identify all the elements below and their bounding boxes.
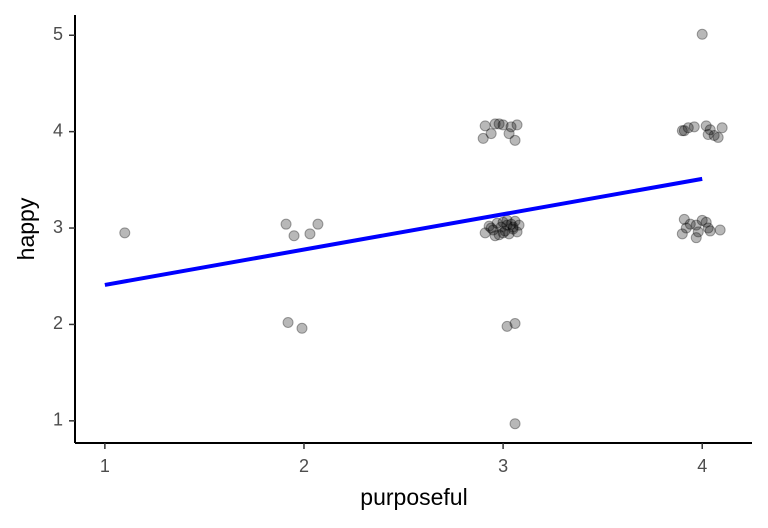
point — [716, 122, 728, 134]
point — [503, 228, 515, 240]
point — [684, 218, 696, 230]
y-tick-label: 4 — [53, 120, 63, 140]
point — [509, 317, 521, 329]
x-tick-label: 4 — [697, 456, 707, 476]
point — [483, 220, 495, 232]
point — [493, 118, 505, 130]
point — [505, 218, 517, 230]
point — [678, 125, 690, 137]
point — [690, 232, 702, 244]
point — [497, 119, 509, 131]
point — [505, 121, 517, 133]
point — [282, 317, 294, 329]
y-tick-label: 1 — [53, 410, 63, 430]
point — [489, 118, 501, 130]
point — [511, 226, 523, 238]
point — [499, 225, 511, 237]
point — [491, 217, 503, 229]
y-axis-title: happy — [13, 197, 39, 260]
point — [312, 218, 324, 230]
y-tick-label: 2 — [53, 313, 63, 333]
point — [509, 134, 521, 146]
point — [688, 121, 700, 133]
point — [507, 223, 519, 235]
point — [692, 226, 704, 238]
x-tick-label: 1 — [100, 456, 110, 476]
point — [712, 131, 724, 143]
point — [485, 128, 497, 140]
point — [479, 120, 491, 132]
point — [501, 219, 513, 231]
point — [495, 221, 507, 233]
point — [702, 129, 714, 141]
point — [477, 132, 489, 144]
point — [497, 227, 509, 239]
point — [708, 129, 720, 141]
x-axis-title: purposeful — [360, 484, 467, 510]
point — [479, 227, 491, 239]
point — [678, 213, 690, 225]
point — [487, 224, 499, 236]
point — [119, 227, 131, 239]
point — [696, 28, 708, 40]
point — [493, 229, 505, 241]
point — [501, 320, 513, 332]
point — [704, 124, 716, 136]
point — [288, 230, 300, 242]
point — [280, 218, 292, 230]
y-tick-label: 3 — [53, 217, 63, 237]
point — [507, 221, 519, 233]
point — [511, 119, 523, 131]
point — [696, 214, 708, 226]
point — [503, 128, 515, 140]
point — [485, 222, 497, 234]
point — [702, 222, 714, 234]
point — [714, 224, 726, 236]
point — [682, 122, 694, 134]
point — [704, 225, 716, 237]
point — [489, 230, 501, 242]
point — [304, 228, 316, 240]
point — [680, 222, 692, 234]
point — [513, 219, 525, 231]
point — [690, 219, 702, 231]
y-tick-label: 5 — [53, 24, 63, 44]
point — [296, 322, 308, 334]
x-tick-label: 2 — [299, 456, 309, 476]
point — [497, 216, 509, 228]
point — [676, 228, 688, 240]
point — [509, 418, 521, 430]
x-tick-label: 3 — [498, 456, 508, 476]
point — [676, 125, 688, 137]
point — [700, 216, 712, 228]
point — [700, 120, 712, 132]
point — [509, 215, 521, 227]
fit-line — [104, 176, 703, 287]
